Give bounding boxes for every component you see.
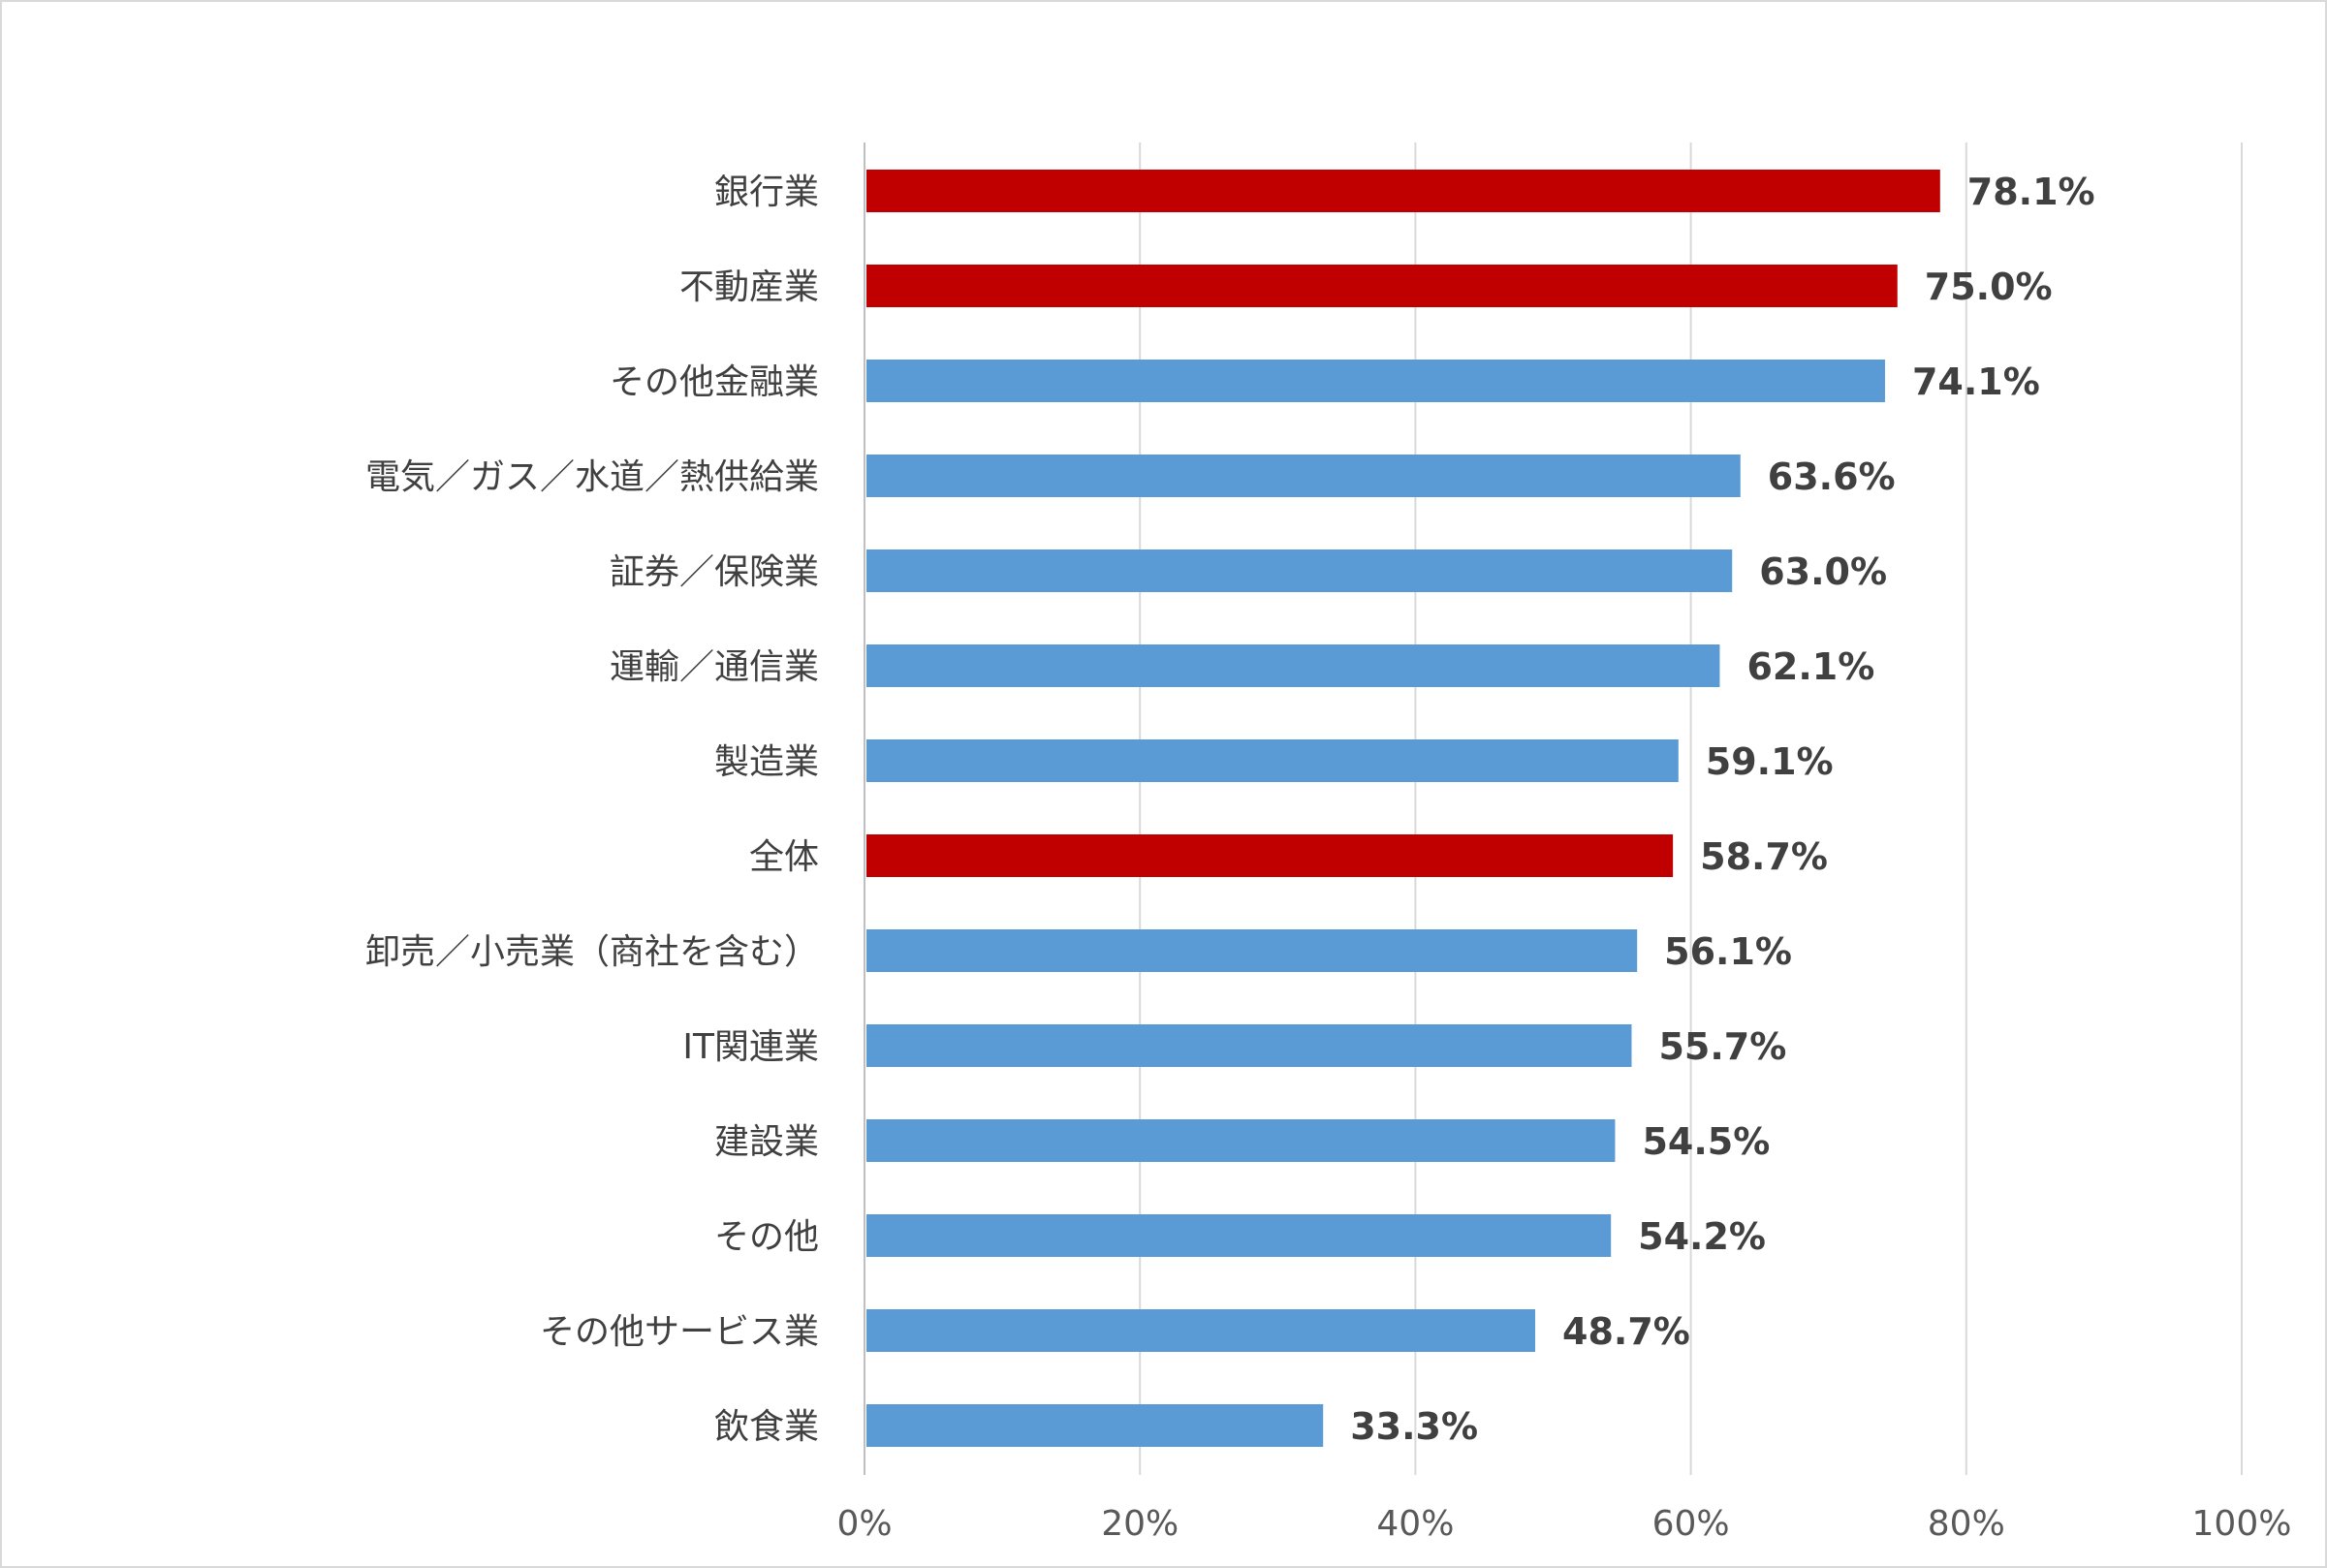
bar [866,455,1741,497]
x-tick-label: 80% [1928,1504,2005,1544]
bar [866,1309,1536,1352]
x-tick-label: 100% [2192,1504,2292,1544]
x-tick-label: 60% [1652,1504,1730,1544]
data-label: 55.7% [1658,1025,1786,1068]
category-label: その他 [714,1217,819,1257]
bar [866,549,1733,592]
bar [866,1024,1632,1067]
bar [866,929,1638,972]
category-label: 全体 [749,837,819,877]
data-label: 58.7% [1700,835,1828,878]
category-label: その他サービス業 [540,1312,819,1352]
data-label: 62.1% [1746,645,1874,688]
data-label: 56.1% [1664,930,1792,973]
data-label: 54.2% [1638,1215,1766,1258]
bar [866,360,1885,402]
category-label: 電気／ガス／水道／熱供給業 [365,457,819,497]
bar [866,739,1679,782]
bar [866,644,1720,687]
data-label: 48.7% [1562,1310,1690,1353]
bar [866,1119,1616,1162]
data-label: 74.1% [1912,361,2040,403]
x-tick-label: 40% [1376,1504,1454,1544]
category-label: 製造業 [714,742,819,782]
data-label: 78.1% [1967,171,2095,213]
data-label: 33.3% [1350,1405,1478,1448]
data-label: 75.0% [1925,266,2053,308]
bar [866,265,1898,307]
bar [866,1214,1612,1257]
data-label: 59.1% [1706,740,1834,783]
category-label: IT関連業 [682,1027,819,1067]
category-label: 卸売／小売業（商社を含む） [365,932,819,972]
x-tick-label: 20% [1101,1504,1179,1544]
category-label: 運輸／通信業 [610,647,819,687]
category-label: 銀行業 [714,172,819,212]
data-label: 54.5% [1642,1120,1770,1163]
bar [866,170,1940,212]
category-label: 飲食業 [714,1407,819,1447]
category-label: 不動産業 [679,267,819,307]
x-tick-label: 0% [836,1504,892,1544]
bar [866,834,1674,877]
bar [866,1404,1324,1447]
category-label: 建設業 [714,1122,819,1162]
data-label: 63.6% [1768,455,1896,498]
category-label: その他金融業 [610,362,819,402]
data-label: 63.0% [1759,550,1887,593]
category-label: 証券／保険業 [610,552,819,592]
